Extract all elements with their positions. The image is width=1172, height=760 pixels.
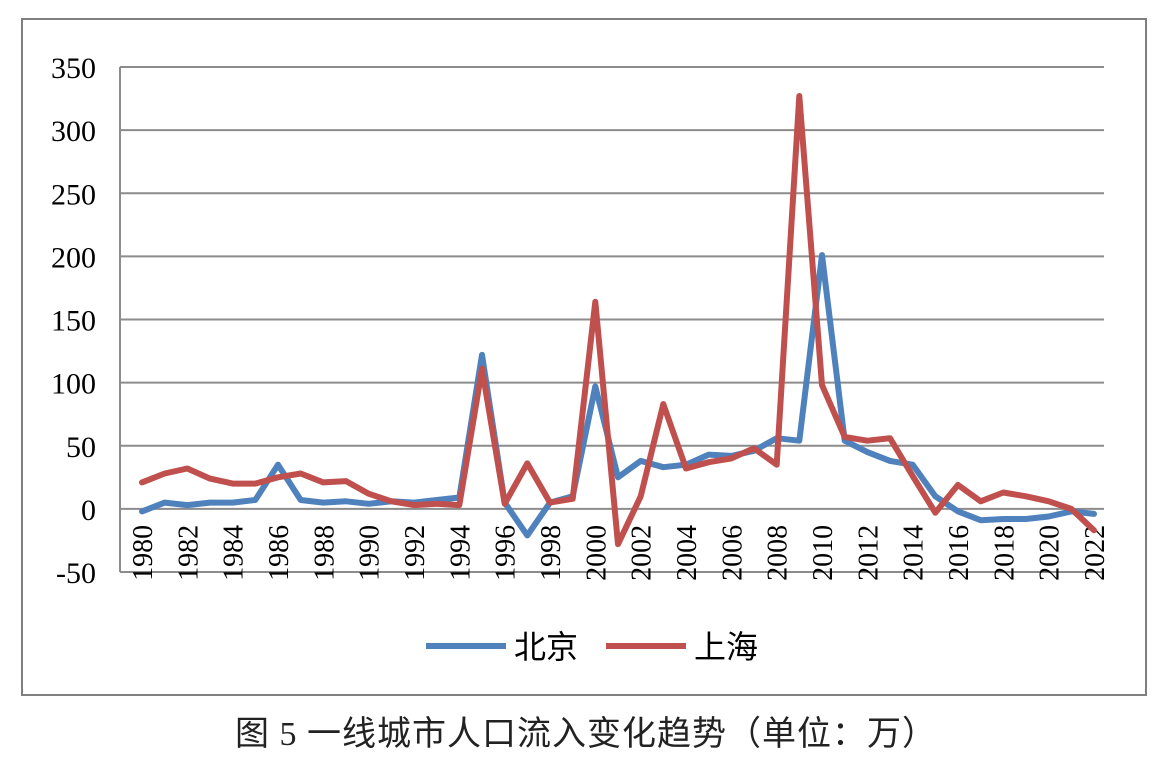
x-tick-label: 1980	[128, 525, 159, 581]
x-tick-label: 1990	[355, 525, 386, 581]
x-tick-label: 1988	[309, 525, 340, 581]
x-tick-label: 2002	[627, 525, 658, 581]
x-tick-label: 2014	[899, 525, 930, 581]
x-axis-ticks: 1980 1982 1984 1986 1988 1990 1992 1994 1996 1998…	[128, 525, 1111, 581]
x-tick-label: 2020	[1035, 525, 1066, 581]
legend-label: 上海	[694, 628, 758, 666]
x-tick-label: 1996	[491, 525, 522, 581]
x-tick-label: 1994	[445, 525, 476, 581]
x-tick-label: 2016	[944, 525, 975, 581]
x-tick-label: 2018	[989, 525, 1020, 581]
series-line	[139, 252, 1097, 539]
y-tick-label: 200	[51, 241, 96, 274]
x-tick-label: 1986	[264, 525, 295, 581]
y-tick-label: 100	[51, 368, 96, 401]
legend: 北京 上海	[426, 628, 758, 666]
series-line	[139, 93, 1097, 548]
x-tick-label: 2004	[672, 525, 703, 581]
series-lines	[139, 93, 1097, 548]
y-tick-label: 250	[51, 178, 96, 211]
x-tick-label: 1982	[173, 525, 204, 581]
legend-label: 北京	[514, 628, 578, 666]
x-tick-label: 2010	[808, 525, 839, 581]
x-tick-label: 1998	[536, 525, 567, 581]
x-tick-label: 2006	[717, 525, 748, 581]
y-tick-label: 300	[51, 115, 96, 148]
y-tick-label: 150	[51, 305, 96, 338]
x-tick-label: 2012	[853, 525, 884, 581]
y-tick-label: 350	[51, 52, 96, 85]
figure-caption: 图 5 一线城市人口流入变化趋势（单位：万）	[235, 716, 937, 753]
x-tick-label: 2022	[1080, 525, 1111, 581]
x-tick-label: 1984	[219, 525, 250, 581]
y-tick-label: -50	[56, 557, 96, 590]
x-tick-label: 2000	[581, 525, 612, 581]
x-tick-label: 1992	[400, 525, 431, 581]
y-axis-ticks: 350 300 250 200 150 100 50 0 -50	[51, 52, 96, 590]
y-tick-label: 0	[81, 494, 96, 527]
gridlines	[119, 66, 1104, 573]
x-tick-label: 2008	[763, 525, 794, 581]
y-tick-label: 50	[66, 431, 96, 464]
